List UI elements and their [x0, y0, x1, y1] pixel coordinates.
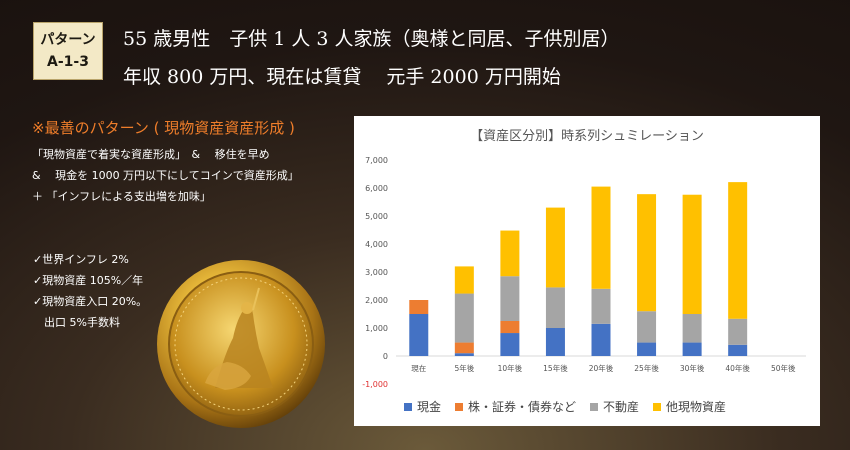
chart-panel: 【資産区分別】時系列シュミレーション 7,000 6,000 5,000 4,000 3…: [354, 116, 820, 426]
legend-item: 他現物資産: [653, 398, 726, 415]
bar-segment: [545, 207, 565, 288]
bar-segment: [409, 314, 429, 356]
x-tick-label: 40年後: [725, 363, 750, 373]
headline-income: 年収 800 万円、現在は賃貸 元手 2000 万円開始: [123, 66, 561, 88]
y-tick-label: 0: [383, 352, 388, 361]
bar-segment: [591, 323, 611, 356]
bar-segment: [500, 276, 520, 321]
assumption-exit-fee: 出口 5%手数料: [33, 316, 120, 329]
x-tick-label: 20年後: [589, 363, 614, 373]
y-tick-label: -1,000: [362, 380, 388, 389]
x-tick-label: 現在: [411, 363, 426, 373]
bar-segment: [454, 266, 474, 294]
y-tick-label: 4,000: [365, 240, 388, 249]
bar-segment: [500, 321, 520, 334]
badge-label: パターン: [40, 32, 96, 48]
bar-segment: [454, 353, 474, 356]
x-tick-label: 10年後: [498, 363, 523, 373]
bar-segment: [591, 288, 611, 324]
y-tick-label: 7,000: [365, 156, 388, 165]
x-tick-label: 15年後: [543, 363, 568, 373]
pattern-desc-line: 「現物資産で着実な資産形成」 & 移住を早め: [32, 148, 270, 161]
assumption-inflation: ✓世界インフレ 2%: [33, 253, 129, 266]
legend-item: 株・証券・債券など: [455, 398, 576, 415]
bar-segment: [682, 314, 702, 343]
bar-segment: [454, 342, 474, 354]
bar-segment: [454, 293, 474, 343]
x-tick-label: 30年後: [680, 363, 705, 373]
chart-legend: 現金 株・証券・債券など 不動産 他現物資産: [404, 398, 726, 415]
best-pattern-title: ※最善のパターン ( 現物資産資産形成 ): [32, 119, 295, 137]
legend-swatch-cash: [404, 402, 412, 411]
x-tick-label: 50年後: [771, 363, 796, 373]
pattern-desc-line: ＋ 「インフレによる支出増を加味」: [32, 190, 211, 203]
bar-segment: [545, 287, 565, 328]
y-tick-label: 3,000: [365, 268, 388, 277]
pattern-desc-line: & 現金を 1000 万円以下にしてコインで資産形成」: [32, 169, 299, 182]
bar-segment: [728, 344, 748, 356]
bar-segment: [409, 300, 429, 314]
legend-item: 不動産: [590, 398, 639, 415]
legend-swatch-stocks: [455, 402, 464, 411]
y-tick-label: 2,000: [365, 296, 388, 305]
legend-swatch-realestate: [590, 402, 599, 411]
x-tick-label: 5年後: [454, 363, 474, 373]
bar-segment: [500, 230, 520, 277]
legend-label: 他現物資産: [666, 400, 727, 414]
stacked-bar-chart: 7,000 6,000 5,000 4,000 3,000 2,000 1,000 0 -1,0…: [362, 156, 806, 389]
bar-segment: [500, 333, 520, 356]
x-tick-label: 25年後: [634, 363, 659, 373]
assumption-return: ✓現物資産 105%／年: [33, 274, 144, 287]
pattern-badge: パターン A-1-3: [33, 22, 103, 80]
y-tick-label: 1,000: [365, 324, 388, 333]
bar-segment: [637, 194, 657, 312]
legend-swatch-physical: [653, 402, 662, 411]
y-tick-label: 5,000: [365, 212, 388, 221]
y-tick-label: 6,000: [365, 184, 388, 193]
legend-label: 現金: [417, 400, 442, 414]
bar-segment: [728, 318, 748, 345]
legend-item: 現金: [404, 398, 441, 415]
bar-segment: [682, 194, 702, 314]
bar-segment: [637, 342, 657, 356]
chart-title: 【資産区分別】時系列シュミレーション: [470, 129, 704, 144]
gold-coin-icon: [157, 260, 325, 428]
bar-segment: [591, 186, 611, 289]
assumption-entry-fee: ✓現物資産入口 20%。: [33, 295, 148, 308]
legend-label: 株・証券・債券など: [468, 400, 577, 414]
bar-segment: [545, 328, 565, 356]
bar-segment: [637, 311, 657, 343]
badge-code: A-1-3: [47, 54, 89, 70]
legend-label: 不動産: [603, 400, 640, 414]
headline-profile: 55 歳男性 子供 1 人 3 人家族（奥様と同居、子供別居）: [123, 28, 620, 50]
bar-segment: [728, 182, 748, 319]
bar-segment: [682, 342, 702, 356]
